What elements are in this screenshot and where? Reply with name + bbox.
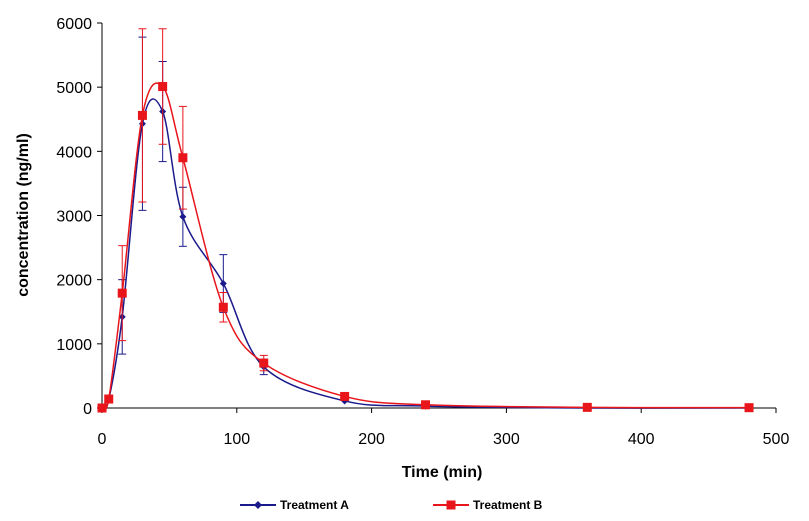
series-treatment-b bbox=[97, 28, 754, 413]
data-point bbox=[97, 403, 107, 413]
y-axis-title: concentration (ng/ml) bbox=[15, 133, 32, 297]
data-point bbox=[218, 302, 228, 312]
x-tick-label: 200 bbox=[358, 431, 385, 448]
legend-label: Treatment B bbox=[473, 498, 543, 512]
data-point bbox=[104, 394, 114, 404]
data-point bbox=[259, 358, 269, 368]
data-point bbox=[117, 288, 127, 298]
y-tick-label: 3000 bbox=[56, 209, 92, 226]
data-point bbox=[158, 82, 168, 92]
data-point bbox=[219, 280, 227, 288]
data-point bbox=[421, 400, 431, 410]
x-tick-label: 100 bbox=[223, 431, 250, 448]
series-treatment-a bbox=[98, 36, 753, 412]
legend-label: Treatment A bbox=[280, 498, 349, 512]
x-tick-label: 400 bbox=[628, 431, 655, 448]
y-tick-label: 0 bbox=[83, 401, 92, 418]
chart-legend: Treatment A Treatment B bbox=[240, 498, 543, 512]
data-point bbox=[137, 110, 147, 120]
y-tick-label: 2000 bbox=[56, 273, 92, 290]
data-point bbox=[582, 402, 592, 412]
data-point bbox=[178, 153, 188, 163]
legend-item: Treatment B bbox=[433, 498, 543, 512]
chart-axes: 0 1000 2000 3000 4000 5000 6000 0 100 200 300 400 50… bbox=[56, 16, 789, 448]
x-axis-title: Time (min) bbox=[402, 464, 483, 481]
y-tick-label: 5000 bbox=[56, 80, 92, 97]
series-line bbox=[101, 98, 750, 410]
x-tick-label: 500 bbox=[763, 431, 790, 448]
data-point bbox=[179, 213, 187, 221]
chart-series bbox=[97, 28, 754, 413]
legend-item: Treatment A bbox=[240, 498, 349, 512]
data-point bbox=[340, 391, 350, 401]
data-point bbox=[744, 403, 754, 413]
y-tick-label: 1000 bbox=[56, 337, 92, 354]
y-tick-label: 4000 bbox=[56, 144, 92, 161]
x-tick-label: 0 bbox=[98, 431, 107, 448]
y-tick-label: 6000 bbox=[56, 16, 92, 33]
x-tick-label: 300 bbox=[493, 431, 520, 448]
legend-marker bbox=[446, 500, 456, 510]
legend-marker bbox=[254, 501, 262, 509]
